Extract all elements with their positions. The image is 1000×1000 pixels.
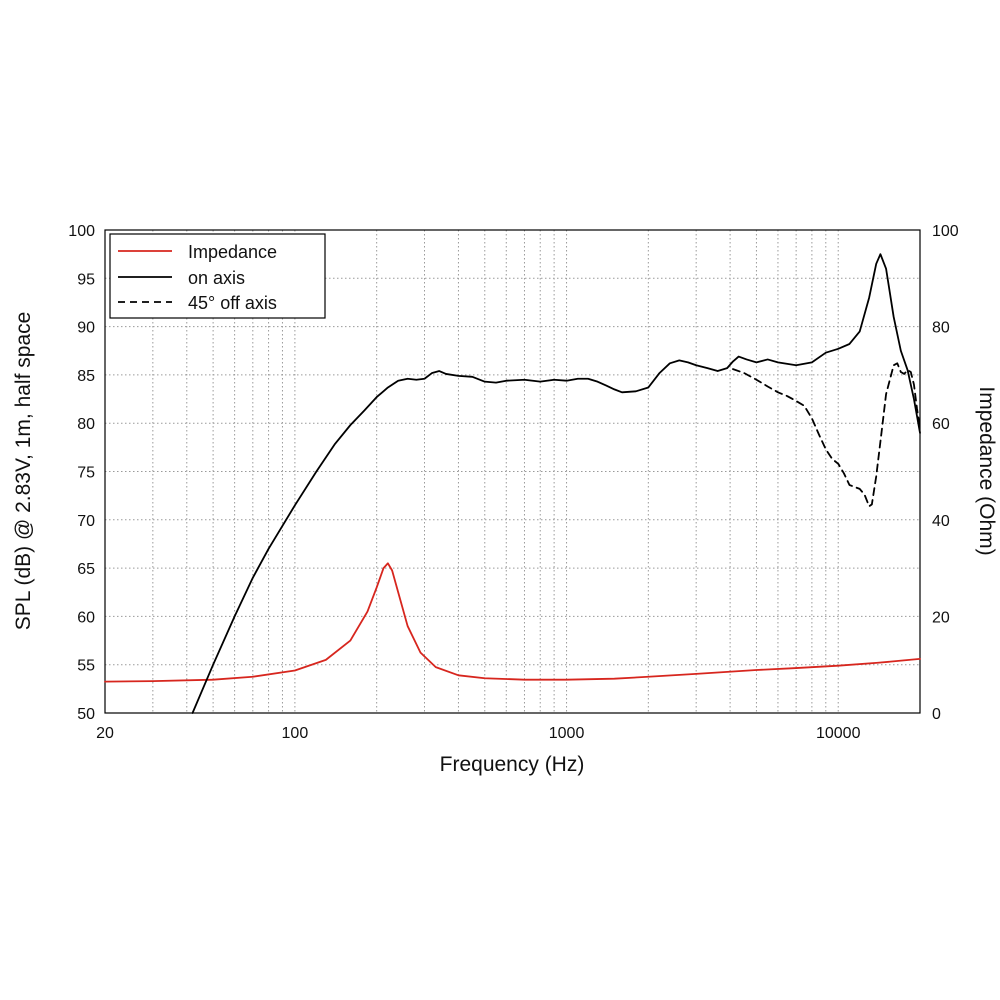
y-tick-label: 85 bbox=[77, 368, 95, 385]
y2-tick-label: 80 bbox=[932, 320, 950, 337]
legend-box bbox=[109, 233, 326, 319]
legend-label-off-axis: 45° off axis bbox=[188, 293, 277, 313]
series-layer bbox=[104, 253, 921, 714]
ticks-layer: 20 100 1000 1000050556065707580859095100020… bbox=[68, 223, 959, 742]
legend-label-impedance: Impedance bbox=[188, 242, 277, 262]
y-tick-label: 100 bbox=[68, 223, 95, 240]
y-tick-label: 70 bbox=[77, 513, 95, 530]
x-axis-title: Frequency (Hz) bbox=[440, 753, 585, 776]
series-line-on-axis bbox=[191, 253, 921, 714]
y2-tick-label: 0 bbox=[932, 706, 941, 723]
y2-tick-label: 60 bbox=[932, 416, 950, 433]
y-tick-label: 90 bbox=[77, 320, 95, 337]
legend-label-on-axis: on axis bbox=[188, 268, 245, 288]
y-tick-label: 75 bbox=[77, 465, 95, 482]
series-line-45-off-axis bbox=[732, 362, 921, 508]
y2-tick-label: 100 bbox=[932, 223, 959, 240]
x-tick-label: 1000 bbox=[549, 725, 585, 742]
y-tick-label: 50 bbox=[77, 706, 95, 723]
x-tick-label: 100 bbox=[282, 725, 309, 742]
y-tick-label: 60 bbox=[77, 609, 95, 626]
y2-axis-title: Impedance (Ohm) bbox=[975, 386, 998, 555]
series-line-impedance bbox=[104, 562, 921, 683]
y-axis-title: SPL (dB) @ 2.83V, 1m, half space bbox=[12, 312, 35, 631]
y-tick-label: 80 bbox=[77, 416, 95, 433]
legend: Impedance on axis 45° off axis bbox=[109, 233, 326, 319]
x-tick-label: 20 bbox=[96, 725, 114, 742]
grid-layer bbox=[105, 230, 920, 713]
y-tick-label: 55 bbox=[77, 658, 95, 675]
y2-tick-label: 40 bbox=[932, 513, 950, 530]
y-tick-label: 95 bbox=[77, 271, 95, 288]
y-tick-label: 65 bbox=[77, 561, 95, 578]
plot-frame bbox=[104, 229, 921, 714]
y2-tick-label: 20 bbox=[932, 609, 950, 626]
x-tick-label: 10000 bbox=[816, 725, 861, 742]
